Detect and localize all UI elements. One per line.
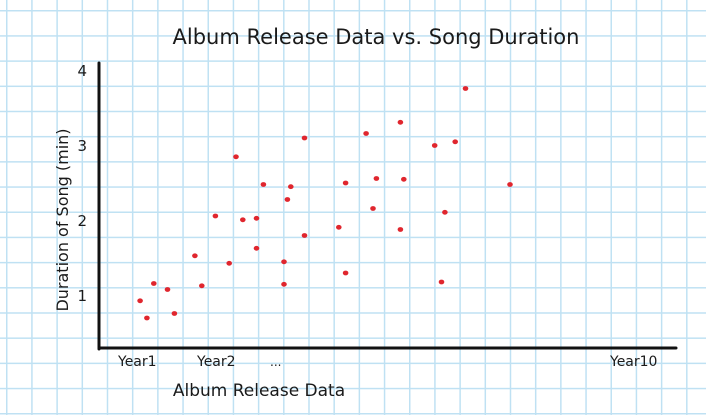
data-point <box>438 279 445 285</box>
data-point <box>397 227 404 232</box>
y-tick-label: 4 <box>77 62 87 80</box>
data-point <box>342 270 349 276</box>
data-point <box>212 213 219 219</box>
data-point <box>137 298 143 304</box>
data-point <box>253 245 260 251</box>
data-point <box>342 180 349 186</box>
data-point <box>373 176 380 181</box>
data-point <box>507 182 513 187</box>
data-point <box>281 259 287 265</box>
data-point <box>336 224 342 230</box>
data-point <box>192 253 198 259</box>
chart-title: Album Release Data vs. Song Duration <box>173 25 580 49</box>
data-point <box>442 209 448 215</box>
data-points <box>137 86 513 321</box>
x-axis-label: Album Release Data <box>173 381 345 401</box>
data-point <box>260 182 267 187</box>
y-axis-label: Duration of Song (min) <box>53 128 72 311</box>
data-point <box>397 119 404 125</box>
y-tick-label: 2 <box>77 212 87 230</box>
data-point <box>151 281 157 286</box>
data-point <box>240 217 246 223</box>
data-point <box>401 176 407 182</box>
data-point <box>462 86 469 91</box>
data-point <box>199 283 205 289</box>
data-point <box>288 184 294 190</box>
data-point <box>144 315 150 321</box>
data-point <box>233 154 239 160</box>
data-point <box>281 281 287 287</box>
y-tick-label: 1 <box>77 287 87 305</box>
data-point <box>363 131 369 136</box>
data-point <box>301 135 308 141</box>
x-tick-label: ... <box>270 355 281 369</box>
x-tick-label: Year1 <box>117 354 157 370</box>
x-tick-label: Year10 <box>609 354 657 370</box>
data-point <box>370 206 376 211</box>
data-point <box>226 260 232 266</box>
data-point <box>452 139 459 145</box>
data-point <box>253 215 260 221</box>
data-point <box>301 233 308 238</box>
data-point <box>284 197 291 202</box>
x-tick-label: Year2 <box>196 354 236 370</box>
data-point <box>164 287 171 292</box>
y-tick-label: 3 <box>77 137 87 155</box>
data-point <box>431 143 438 148</box>
data-point <box>171 311 178 316</box>
